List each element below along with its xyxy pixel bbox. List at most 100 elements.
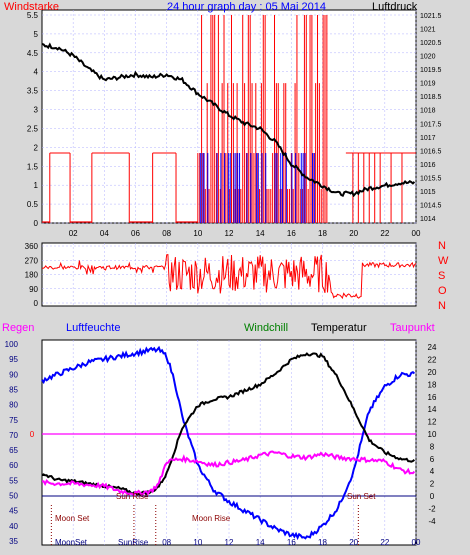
humidity-tick-label: 90 bbox=[9, 370, 18, 379]
wind-x-tick: 02 bbox=[69, 229, 78, 238]
direction-tick-label: 180 bbox=[25, 271, 39, 280]
humidity-tick-label: 60 bbox=[9, 461, 18, 470]
direction-tick-label: 90 bbox=[29, 285, 38, 294]
weather-x-tick: 10 bbox=[193, 538, 202, 547]
pressure-axis-labels: 1014 1014.5 1015 1015.5 1016 1016.5 1017 1017.5… bbox=[420, 13, 442, 223]
humidity-tick-label: 50 bbox=[9, 492, 18, 501]
humidity-tick-label: 45 bbox=[9, 507, 18, 516]
temp-tick-label: 4 bbox=[430, 467, 435, 476]
wind-tick-label: 0.5 bbox=[27, 200, 39, 209]
humidity-tick-label: 95 bbox=[9, 355, 18, 364]
pressure-tick-label: 1017 bbox=[420, 135, 436, 142]
weather-x-tick: 14 bbox=[256, 538, 265, 547]
temp-tick-label: -4 bbox=[428, 517, 436, 526]
direction-tick-label: 270 bbox=[25, 256, 39, 265]
temp-tick-label: -2 bbox=[428, 504, 436, 513]
wind-tick-label: 3 bbox=[34, 106, 39, 115]
moon-set-label: Moon Set bbox=[55, 514, 90, 523]
wind-tick-label: 3.5 bbox=[27, 87, 39, 96]
wind-tick-label: 1 bbox=[34, 181, 39, 190]
weather-x-tick: 00 bbox=[412, 538, 421, 547]
temp-tick-label: 12 bbox=[428, 418, 437, 427]
luftfeuchte-label: Luftfeuchte bbox=[66, 322, 120, 334]
rain-zero-label: 0 bbox=[30, 430, 35, 439]
wind-tick-label: 5.5 bbox=[27, 11, 39, 20]
wind-bars bbox=[42, 15, 416, 223]
wind-x-tick: 06 bbox=[131, 229, 140, 238]
humidity-tick-label: 85 bbox=[9, 385, 18, 394]
humidity-axis-labels: 35 40 45 50 55 60 65 70 75 80 85 90 95 100 bbox=[5, 340, 19, 546]
pressure-tick-label: 1015 bbox=[420, 189, 436, 196]
pressure-tick-label: 1020.5 bbox=[420, 40, 442, 47]
weather-x-tick: 08 bbox=[162, 538, 171, 547]
pressure-tick-label: 1014.5 bbox=[420, 202, 442, 209]
humidity-tick-label: 100 bbox=[5, 340, 19, 349]
temp-tick-label: 6 bbox=[430, 455, 435, 464]
wind-x-tick: 22 bbox=[380, 229, 389, 238]
temp-tick-label: 14 bbox=[428, 405, 437, 414]
weather-x-tick: 18 bbox=[318, 538, 327, 547]
pressure-tick-label: 1020 bbox=[420, 54, 436, 61]
pressure-tick-label: 1019 bbox=[420, 81, 436, 88]
pressure-tick-label: 1014 bbox=[420, 216, 436, 223]
moon-rise-label: Moon Rise bbox=[192, 514, 231, 523]
wind-x-tick: 16 bbox=[287, 229, 296, 238]
pressure-tick-label: 1021.5 bbox=[420, 13, 442, 20]
wind-tick-label: 4.5 bbox=[27, 49, 39, 58]
humidity-tick-label: 75 bbox=[9, 416, 18, 425]
windchill-label: Windchill bbox=[244, 322, 288, 334]
wind-x-tick: 10 bbox=[193, 229, 202, 238]
wind-x-labels: 02 04 06 08 10 12 14 16 18 20 22 00 bbox=[69, 229, 421, 238]
humidity-tick-label: 65 bbox=[9, 446, 18, 455]
temp-tick-label: 10 bbox=[428, 430, 437, 439]
wind-x-tick: 08 bbox=[162, 229, 171, 238]
compass-label: W bbox=[438, 255, 449, 267]
humidity-tick-label: 70 bbox=[9, 431, 18, 440]
wind-axis-labels: 0 0.5 1 1.5 2 2.5 3 3.5 4 4.5 5 5.5 bbox=[27, 11, 39, 228]
pressure-tick-label: 1018.5 bbox=[420, 94, 442, 101]
wind-x-tick: 00 bbox=[412, 229, 421, 238]
wind-tick-label: 2 bbox=[34, 143, 39, 152]
direction-tick-label: 360 bbox=[25, 242, 39, 251]
humidity-tick-label: 80 bbox=[9, 401, 18, 410]
wind-x-tick: 04 bbox=[100, 229, 109, 238]
wind-x-tick: 18 bbox=[318, 229, 327, 238]
pressure-tick-label: 1016 bbox=[420, 162, 436, 169]
temperatur-label: Temperatur bbox=[311, 322, 367, 334]
compass-label: N bbox=[438, 240, 446, 252]
windstarke-label: Windstarke bbox=[4, 1, 59, 13]
wind-tick-label: 0 bbox=[34, 219, 39, 228]
direction-series bbox=[41, 254, 417, 300]
wind-x-tick: 14 bbox=[256, 229, 265, 238]
sun-set-label: Sun Set bbox=[347, 492, 376, 501]
taupunkt-label: Taupunkt bbox=[390, 322, 435, 334]
temp-tick-label: 18 bbox=[428, 380, 437, 389]
sun-rise-label: Sun Rise bbox=[116, 492, 149, 501]
sun-rise-tick-label: SunRise bbox=[118, 538, 149, 547]
astro-event-lines bbox=[50, 505, 359, 545]
temp-tick-label: 20 bbox=[428, 368, 437, 377]
wind-x-tick: 20 bbox=[349, 229, 358, 238]
compass-label: N bbox=[438, 300, 446, 312]
temp-tick-label: 2 bbox=[430, 480, 435, 489]
weather-x-tick: 22 bbox=[380, 538, 389, 547]
humidity-tick-label: 55 bbox=[9, 476, 18, 485]
weather-x-tick: 20 bbox=[349, 538, 358, 547]
humidity-tick-label: 40 bbox=[9, 522, 18, 531]
pressure-tick-label: 1019.5 bbox=[420, 67, 442, 74]
pressure-tick-label: 1021 bbox=[420, 27, 436, 34]
weather-x-labels: 10 12 14 16 18 20 22 00 08 bbox=[162, 538, 421, 547]
direction-axis-labels: 0 90 180 270 360 bbox=[25, 242, 39, 308]
temp-tick-label: 0 bbox=[430, 492, 435, 501]
weather-x-tick: 16 bbox=[287, 538, 296, 547]
page-title: 24 hour graph day : 05 Mai 2014 bbox=[167, 1, 326, 13]
pressure-tick-label: 1018 bbox=[420, 108, 436, 115]
pressure-tick-label: 1015.5 bbox=[420, 175, 442, 182]
wind-tick-label: 1.5 bbox=[27, 162, 39, 171]
wind-tick-label: 2.5 bbox=[27, 124, 39, 133]
dewpoint-series bbox=[41, 450, 416, 497]
pressure-tick-label: 1017.5 bbox=[420, 121, 442, 128]
